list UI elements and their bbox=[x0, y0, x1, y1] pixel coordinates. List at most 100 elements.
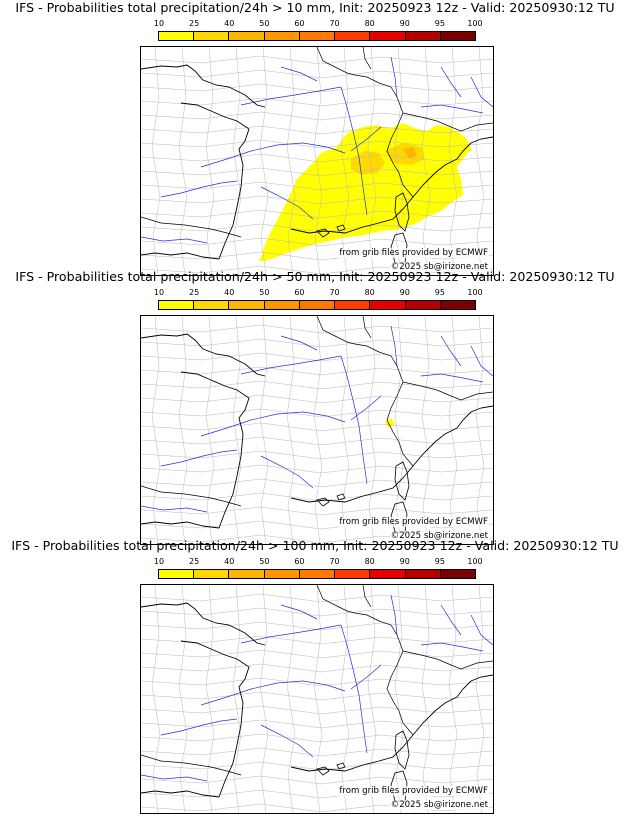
admin-boundary bbox=[141, 394, 493, 404]
admin-boundary bbox=[141, 352, 493, 362]
river bbox=[390, 56, 398, 98]
river bbox=[390, 325, 398, 367]
admin-boundary bbox=[178, 585, 188, 813]
legend-color-block bbox=[335, 570, 371, 578]
admin-boundary bbox=[367, 47, 377, 275]
island-outline bbox=[316, 766, 330, 776]
coastline bbox=[456, 136, 493, 160]
probability-color-legend bbox=[158, 31, 476, 41]
coastline bbox=[141, 790, 220, 798]
forecast-panel-50mm: IFS - Probabilities total precipitation/… bbox=[0, 269, 630, 545]
admin-boundary bbox=[151, 316, 161, 544]
legend-tick-label: 70 bbox=[329, 557, 340, 566]
legend-color-block bbox=[335, 301, 371, 309]
legend-tick-label: 50 bbox=[259, 19, 270, 28]
panel-title: IFS - Probabilities total precipitation/… bbox=[11, 538, 619, 553]
river bbox=[280, 604, 318, 620]
legend-color-block bbox=[264, 32, 300, 40]
legend-color-block bbox=[440, 32, 475, 40]
legend-color-block bbox=[159, 570, 195, 578]
france-map-svg bbox=[141, 585, 493, 813]
legend-tick-label: 10 bbox=[153, 288, 165, 297]
legend-tick-label: 40 bbox=[224, 557, 235, 566]
legend-color-block bbox=[264, 301, 300, 309]
country-border bbox=[354, 612, 404, 652]
admin-boundary bbox=[141, 492, 493, 502]
admin-boundary bbox=[259, 585, 269, 813]
legend-color-block bbox=[405, 32, 441, 40]
legend-color-block bbox=[229, 32, 265, 40]
legend-color-block bbox=[229, 570, 265, 578]
legend-tick-label: 90 bbox=[399, 288, 410, 297]
island-outline bbox=[316, 497, 330, 507]
admin-boundary bbox=[141, 380, 493, 390]
admin-boundary bbox=[421, 585, 431, 813]
admin-boundary bbox=[141, 251, 493, 261]
coastline bbox=[412, 427, 458, 467]
admin-boundary bbox=[141, 223, 493, 233]
admin-boundary bbox=[313, 47, 323, 275]
river bbox=[240, 86, 342, 106]
legend-tick-labels: 10 25 40 50 60 70 80 90 95 100 bbox=[154, 557, 483, 567]
country-border bbox=[362, 316, 372, 339]
admin-boundary bbox=[141, 607, 493, 617]
river bbox=[470, 345, 493, 377]
river bbox=[200, 142, 346, 168]
river bbox=[420, 642, 484, 652]
admin-boundary bbox=[141, 167, 493, 177]
river bbox=[200, 411, 346, 437]
admin-boundary bbox=[141, 691, 493, 701]
admin-boundary bbox=[141, 69, 493, 79]
river bbox=[141, 774, 208, 782]
legend-color-block bbox=[370, 301, 406, 309]
probability-color-legend bbox=[158, 569, 476, 579]
admin-boundary bbox=[141, 649, 493, 659]
coastline bbox=[412, 696, 458, 736]
forecast-panel-10mm: IFS - Probabilities total precipitation/… bbox=[0, 0, 630, 276]
admin-boundary bbox=[141, 83, 493, 93]
admin-boundary bbox=[232, 585, 242, 813]
legend-color-block bbox=[440, 301, 475, 309]
legend-tick-labels: 10 25 40 50 60 70 80 90 95 100 bbox=[154, 288, 483, 298]
island-outline bbox=[336, 224, 346, 232]
admin-boundary bbox=[232, 316, 242, 544]
admin-boundary bbox=[394, 316, 404, 544]
river bbox=[470, 76, 493, 108]
legend-color-block bbox=[370, 570, 406, 578]
admin-boundary bbox=[141, 324, 493, 334]
admin-boundary bbox=[151, 47, 161, 275]
admin-boundary bbox=[421, 47, 431, 275]
legend-color-block bbox=[299, 570, 336, 578]
legend-tick-label: 95 bbox=[434, 557, 445, 566]
country-border bbox=[316, 585, 356, 614]
river bbox=[440, 66, 462, 98]
island-outline bbox=[336, 493, 346, 501]
legend-tick-label: 40 bbox=[224, 19, 235, 28]
river bbox=[420, 104, 484, 114]
legend-color-block bbox=[299, 32, 336, 40]
country-border bbox=[316, 47, 356, 76]
admin-boundary bbox=[141, 663, 493, 673]
admin-boundary bbox=[141, 593, 493, 603]
admin-boundary bbox=[394, 47, 404, 275]
admin-boundary bbox=[141, 408, 493, 418]
river bbox=[240, 624, 342, 644]
legend-tick-label: 90 bbox=[399, 19, 410, 28]
legend-tick-label: 90 bbox=[399, 557, 410, 566]
country-border bbox=[402, 381, 493, 401]
admin-boundary bbox=[141, 534, 493, 544]
legend-tick-label: 25 bbox=[189, 288, 200, 297]
admin-boundary bbox=[259, 47, 269, 275]
river bbox=[160, 180, 238, 198]
coastline bbox=[141, 252, 220, 260]
precipitation-probability-area bbox=[351, 151, 385, 175]
country-border bbox=[386, 381, 414, 467]
river bbox=[470, 614, 493, 646]
river bbox=[390, 594, 398, 636]
legend-tick-label: 60 bbox=[294, 288, 305, 297]
admin-boundary bbox=[141, 153, 493, 163]
legend-tick-label: 95 bbox=[434, 19, 445, 28]
legend-tick-label: 50 bbox=[259, 288, 270, 297]
admin-boundary bbox=[178, 316, 188, 544]
legend-tick-label: 60 bbox=[294, 19, 305, 28]
